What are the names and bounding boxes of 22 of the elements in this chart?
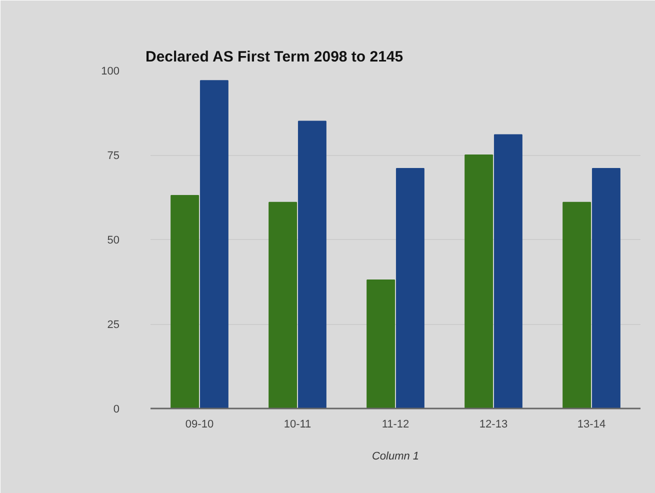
x-tick-label: 10-11	[284, 418, 312, 430]
x-axis-title: Column 1	[372, 450, 420, 462]
bar	[298, 120, 326, 408]
x-tick-label: 09-10	[185, 418, 214, 430]
chart-title: Declared AS First Term 2098 to 2145	[146, 48, 404, 66]
bar	[592, 168, 620, 408]
bar	[494, 134, 522, 408]
bar	[268, 202, 298, 408]
y-tick-label: 0	[113, 404, 120, 416]
bar	[396, 168, 424, 408]
x-tick-label: 11-12	[382, 418, 410, 430]
y-tick-label: 50	[107, 234, 120, 246]
bar	[562, 202, 592, 408]
x-tick-label: 13-14	[577, 418, 606, 430]
x-tick-label: 12-13	[479, 418, 508, 430]
y-tick-label: 25	[107, 319, 120, 331]
y-tick-label: 75	[107, 150, 120, 162]
bar	[366, 280, 396, 408]
bar	[200, 80, 228, 408]
bar	[464, 154, 494, 408]
y-tick-label: 100	[101, 66, 120, 78]
bar	[170, 195, 200, 408]
